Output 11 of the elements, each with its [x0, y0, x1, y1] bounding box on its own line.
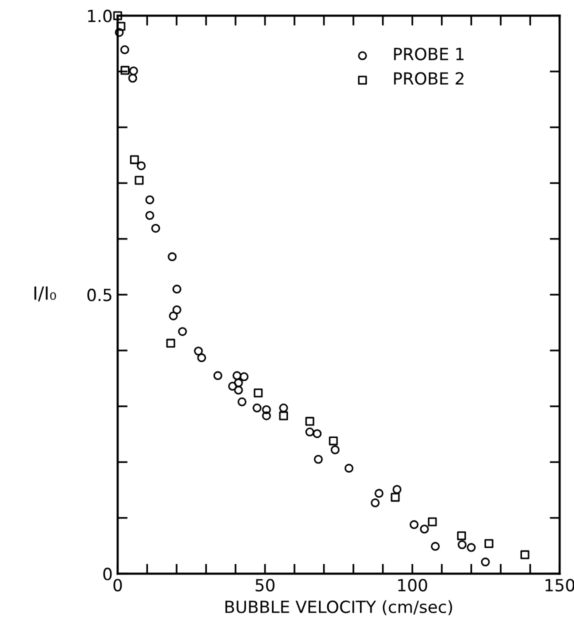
x-tick-label: 150	[546, 578, 574, 592]
legend-label: PROBE 1	[394, 48, 464, 60]
y-tick-label: 1.0	[88, 10, 112, 22]
x-axis-title: BUBBLE VELOCITY (cm/sec)	[225, 600, 452, 616]
legend-label: PROBE 2	[394, 72, 464, 85]
y-tick-label: 0	[103, 568, 112, 580]
y-tick-label: 0.5	[87, 288, 112, 302]
y-axis-title: I/I₀	[34, 286, 56, 302]
x-tick-label: 0	[113, 578, 122, 592]
x-tick-label: 100	[398, 578, 428, 592]
x-tick-label: 50	[256, 578, 274, 592]
